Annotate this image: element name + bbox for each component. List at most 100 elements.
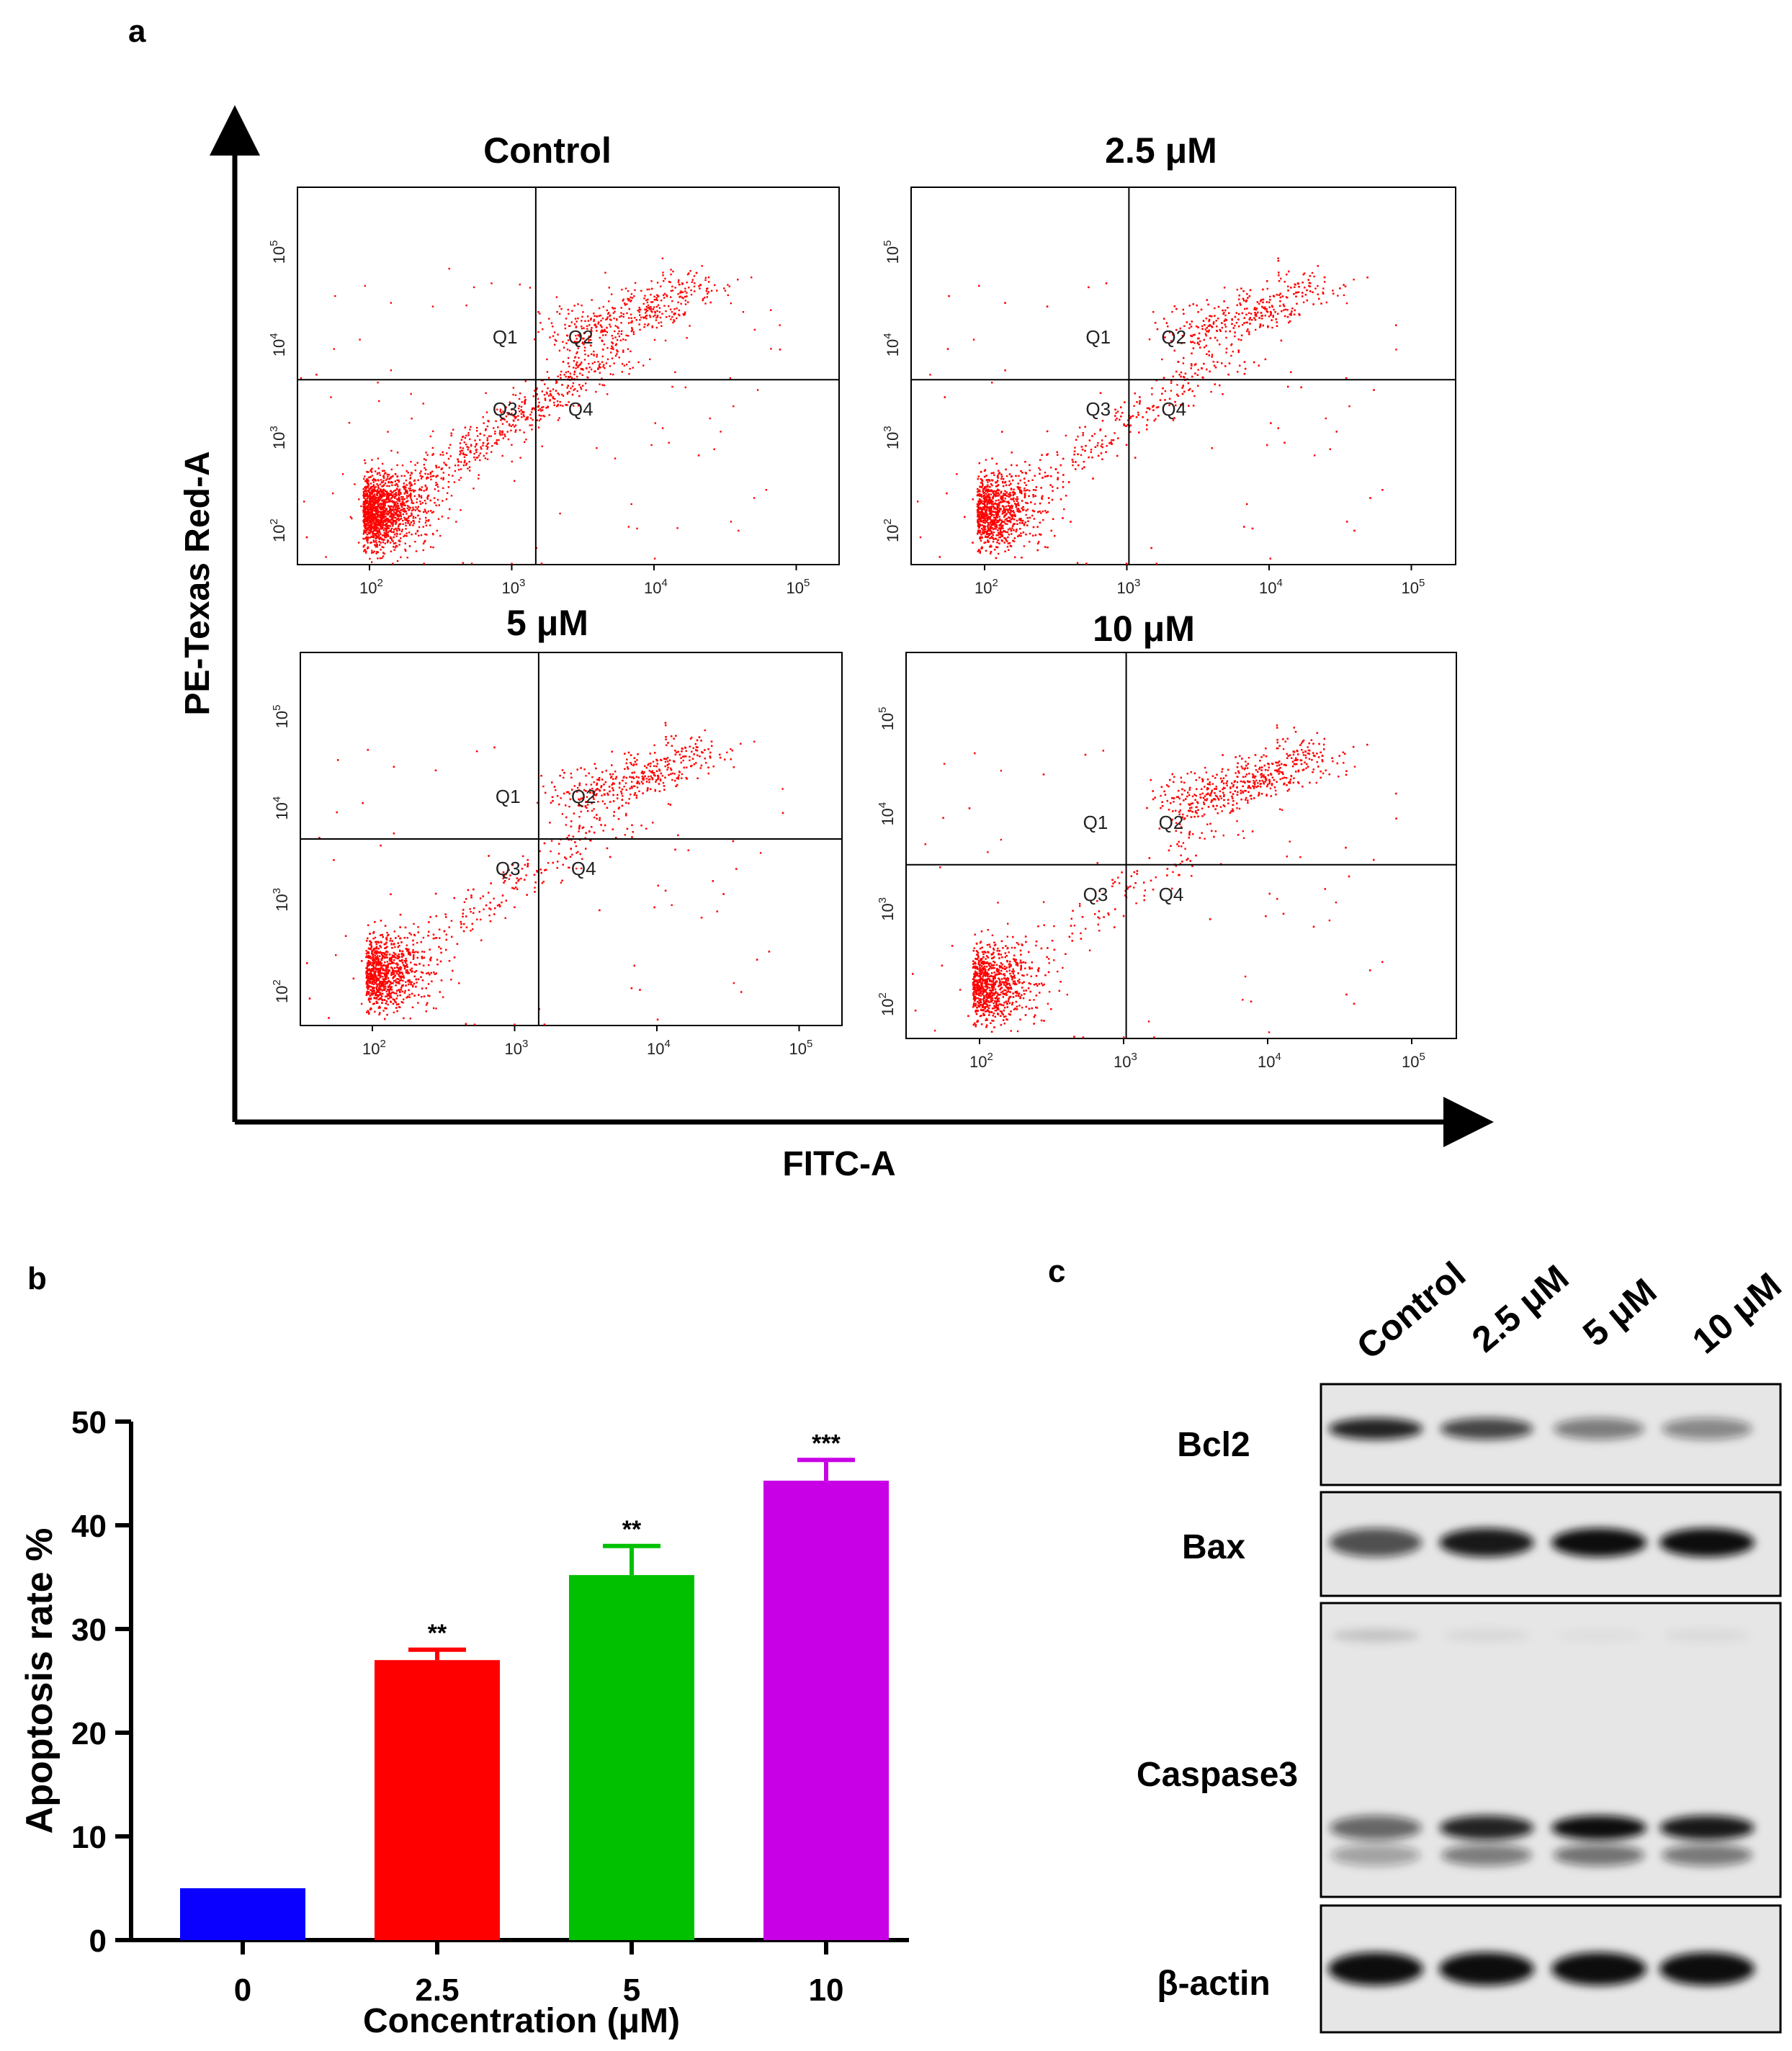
flow-dot-cloud xyxy=(306,722,784,1026)
quadrant-label: Q3 xyxy=(496,858,521,879)
quadrant-label: Q4 xyxy=(571,858,596,879)
flow-dot-cloud xyxy=(300,257,781,565)
flow-y-tick: 105 xyxy=(882,241,902,264)
quadrant-label: Q3 xyxy=(1083,884,1108,905)
quadrant-label: Q2 xyxy=(568,326,593,348)
flow-x-tick: 105 xyxy=(1402,1038,1425,1071)
blot-band xyxy=(1662,1418,1752,1440)
bar-chart-bar xyxy=(375,1660,500,1940)
flow-x-tick: 104 xyxy=(1259,565,1283,597)
flow-x-tick: 105 xyxy=(787,565,810,597)
blot-band xyxy=(1441,1844,1532,1866)
quadrant-label: Q4 xyxy=(568,398,593,420)
flow-y-tick: 102 xyxy=(877,992,897,1016)
svg-text:105: 105 xyxy=(268,241,288,264)
flow-x-tick: 102 xyxy=(359,565,383,597)
bar-chart-y-tick: 0 xyxy=(89,1924,131,1959)
svg-text:102: 102 xyxy=(359,577,383,597)
blot-strip xyxy=(1320,1491,1782,1597)
blot-protein-label: Bcl2 xyxy=(1177,1426,1250,1464)
blot-band xyxy=(1439,1816,1534,1840)
bar-chart-y-tick: 30 xyxy=(71,1612,131,1648)
flow-x-tick: 102 xyxy=(362,1026,386,1058)
flow-plot-2-5um: 2.5 μM Q1 Q2 Q3 Q4 102 103 104 105 102 103 104 105 xyxy=(882,130,1456,597)
blot-band xyxy=(1553,1844,1645,1866)
blot-protein-label: Caspase3 xyxy=(1137,1756,1298,1794)
bar-chart-bar xyxy=(569,1575,694,1940)
panel-label-a: a xyxy=(128,14,146,49)
bar-chart-x-tick: 10 xyxy=(809,1940,843,2008)
flow-y-tick: 103 xyxy=(271,888,291,912)
flow-y-tick: 103 xyxy=(268,426,288,449)
flow-x-tick: 104 xyxy=(1258,1038,1281,1071)
flow-plot-title: 5 μM xyxy=(506,603,588,643)
flow-plot-title: 2.5 μM xyxy=(1105,130,1217,171)
bar-chart-y-tick: 20 xyxy=(71,1716,131,1751)
flow-x-tick: 104 xyxy=(644,565,668,597)
bar-chart-significance: *** xyxy=(812,1430,841,1457)
flow-plot-area: Q1 Q2 Q3 Q4 102 103 104 105 102 103 104 105 xyxy=(271,652,843,1058)
flow-x-tick: 102 xyxy=(969,1038,993,1071)
bar-chart-error-bar xyxy=(408,1647,466,1661)
svg-text:104: 104 xyxy=(644,577,668,597)
blot-band xyxy=(1551,1816,1647,1840)
flow-plot-title: 10 μM xyxy=(1093,609,1195,649)
flow-y-tick: 104 xyxy=(268,333,288,356)
blot-band xyxy=(1329,1528,1423,1557)
flow-x-tick: 104 xyxy=(647,1026,671,1058)
flow-dot-cloud xyxy=(917,257,1397,565)
quadrant-label: Q1 xyxy=(1083,812,1108,833)
bar-chart-significance: ** xyxy=(428,1620,447,1647)
blot-band xyxy=(1328,1952,1423,1985)
flow-plot-area: Q1 Q2 Q3 Q4 102 103 104 105 102 103 104 105 xyxy=(268,187,840,597)
bar-chart-y-label: Apoptosis rate % xyxy=(19,1528,61,1834)
flow-x-tick: 103 xyxy=(502,565,525,597)
blot-lane-label: 5 μM xyxy=(1575,1270,1664,1354)
flow-x-tick: 103 xyxy=(1117,565,1140,597)
svg-text:103: 103 xyxy=(268,426,288,449)
quadrant-label: Q1 xyxy=(493,326,518,348)
bar-chart-y-tick: 50 xyxy=(71,1405,131,1440)
flow-y-tick: 102 xyxy=(882,519,902,542)
blot-strip xyxy=(1320,1904,1782,2034)
panel-label-c: c xyxy=(1048,1254,1065,1289)
quadrant-label: Q3 xyxy=(1085,398,1111,420)
blot-strip xyxy=(1320,1602,1782,1898)
blot-strip xyxy=(1320,1383,1782,1486)
svg-text:105: 105 xyxy=(787,577,810,597)
blot-band xyxy=(1556,1629,1642,1642)
quadrant-label: Q4 xyxy=(1161,398,1186,420)
flow-y-axis-label: PE-Texas Red-A xyxy=(179,451,217,715)
bar-chart-y-tick: 40 xyxy=(71,1509,131,1544)
flow-y-tick: 103 xyxy=(877,897,897,921)
flow-y-tick: 102 xyxy=(271,979,291,1003)
quadrant-label: Q2 xyxy=(1159,812,1184,833)
blot-band xyxy=(1554,1418,1644,1440)
blot-lane-label: 2.5 μM xyxy=(1464,1257,1576,1360)
bar-chart-y-tick: 10 xyxy=(71,1820,131,1855)
blot-protein-label: Bax xyxy=(1182,1528,1245,1566)
flow-y-tick: 104 xyxy=(271,796,291,820)
flow-x-tick: 102 xyxy=(975,565,998,597)
blot-band xyxy=(1663,1629,1751,1642)
flow-x-tick: 105 xyxy=(1402,565,1425,597)
flow-x-tick: 105 xyxy=(789,1026,812,1058)
flow-plot-control: Control Q1 Q2 Q3 Q4 102 103 104 105 102 103 104 105 xyxy=(268,130,840,597)
flow-plot-area: Q1 Q2 Q3 Q4 102 103 104 105 102 103 104 105 xyxy=(882,187,1456,597)
blot-band xyxy=(1659,1816,1755,1840)
quadrant-label: Q3 xyxy=(493,398,518,420)
quadrant-label: Q1 xyxy=(496,786,521,807)
blot-band xyxy=(1661,1844,1753,1866)
flow-x-tick: 103 xyxy=(1114,1038,1137,1071)
bar-chart-bar xyxy=(763,1481,889,1940)
bar-chart-error-bar xyxy=(603,1543,660,1576)
bar-chart-x-tick: 0 xyxy=(234,1940,251,2008)
svg-text:104: 104 xyxy=(268,333,288,356)
flow-dot-cloud xyxy=(912,724,1397,1038)
blot-band xyxy=(1332,1629,1420,1642)
blot-protein-label: β-actin xyxy=(1157,1965,1270,2003)
flow-plot-10um: 10 μM Q1 Q2 Q3 Q4 102 103 104 105 102 103 104 105 xyxy=(877,609,1457,1071)
bar-chart: Apoptosis rate % Concentration (μM) 0 10 2… xyxy=(19,1405,909,2040)
blot-lane-label: 10 μM xyxy=(1685,1265,1789,1361)
